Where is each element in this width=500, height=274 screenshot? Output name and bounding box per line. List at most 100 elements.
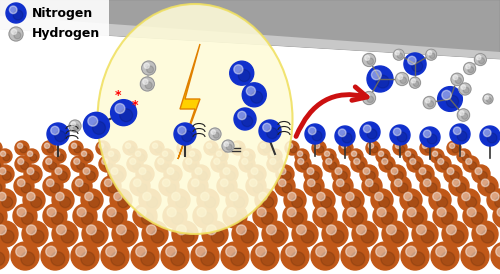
Circle shape <box>255 189 277 211</box>
Circle shape <box>346 192 354 201</box>
Circle shape <box>262 212 274 224</box>
Circle shape <box>338 171 347 180</box>
Circle shape <box>257 208 266 217</box>
Circle shape <box>456 78 462 84</box>
Circle shape <box>285 141 299 155</box>
Circle shape <box>266 128 278 139</box>
Circle shape <box>268 149 282 163</box>
Circle shape <box>72 143 76 149</box>
Circle shape <box>180 143 184 149</box>
Circle shape <box>200 192 209 201</box>
Circle shape <box>155 156 171 172</box>
Circle shape <box>316 192 325 201</box>
Circle shape <box>166 246 176 257</box>
Circle shape <box>408 154 415 161</box>
Circle shape <box>377 208 386 217</box>
Circle shape <box>204 141 218 155</box>
Circle shape <box>101 242 129 270</box>
Circle shape <box>150 141 164 155</box>
Circle shape <box>372 70 382 80</box>
Circle shape <box>416 225 426 235</box>
Circle shape <box>437 208 446 217</box>
Circle shape <box>471 252 485 266</box>
Circle shape <box>195 168 202 175</box>
Circle shape <box>401 242 429 270</box>
Circle shape <box>224 183 234 193</box>
Circle shape <box>352 151 356 156</box>
Text: Hydrogen: Hydrogen <box>32 27 100 41</box>
Circle shape <box>296 225 306 235</box>
Circle shape <box>2 197 13 208</box>
Circle shape <box>0 183 2 193</box>
Circle shape <box>123 141 137 155</box>
Circle shape <box>242 158 248 164</box>
Circle shape <box>426 49 436 60</box>
Circle shape <box>292 212 304 224</box>
Circle shape <box>238 70 250 82</box>
Circle shape <box>206 143 212 149</box>
Circle shape <box>301 230 314 243</box>
Circle shape <box>326 158 332 164</box>
Circle shape <box>234 197 244 208</box>
Circle shape <box>151 230 164 243</box>
Circle shape <box>311 183 321 193</box>
Circle shape <box>142 171 152 180</box>
Circle shape <box>260 143 266 149</box>
Circle shape <box>160 162 168 170</box>
Circle shape <box>336 179 344 187</box>
Circle shape <box>112 212 124 224</box>
Circle shape <box>290 146 297 153</box>
Circle shape <box>190 151 194 156</box>
Circle shape <box>2 171 12 180</box>
Circle shape <box>258 192 267 201</box>
Circle shape <box>298 158 304 164</box>
FancyArrowPatch shape <box>296 87 367 136</box>
Circle shape <box>18 158 24 164</box>
Circle shape <box>449 176 469 196</box>
Circle shape <box>44 143 50 149</box>
Circle shape <box>86 171 96 180</box>
Circle shape <box>378 151 384 156</box>
Circle shape <box>101 176 121 196</box>
Circle shape <box>435 154 442 161</box>
Circle shape <box>238 111 246 120</box>
Circle shape <box>442 221 468 247</box>
Circle shape <box>248 165 266 183</box>
Circle shape <box>367 129 377 139</box>
Circle shape <box>253 183 263 193</box>
Circle shape <box>463 204 487 228</box>
Circle shape <box>211 156 227 172</box>
Circle shape <box>447 168 454 175</box>
Circle shape <box>463 87 469 93</box>
Circle shape <box>444 165 462 183</box>
Circle shape <box>312 131 322 141</box>
Circle shape <box>139 168 146 175</box>
Circle shape <box>99 156 115 172</box>
Circle shape <box>71 156 87 172</box>
Circle shape <box>457 149 471 163</box>
Circle shape <box>46 158 52 164</box>
Circle shape <box>204 197 216 208</box>
Circle shape <box>450 143 454 149</box>
Circle shape <box>251 168 258 175</box>
Circle shape <box>71 242 99 270</box>
Circle shape <box>28 151 32 156</box>
Circle shape <box>27 168 34 175</box>
Circle shape <box>416 165 434 183</box>
Circle shape <box>304 165 322 183</box>
Circle shape <box>51 252 65 266</box>
Circle shape <box>466 246 476 257</box>
Circle shape <box>130 158 136 164</box>
Circle shape <box>384 162 392 170</box>
Circle shape <box>160 149 174 163</box>
Circle shape <box>396 73 408 85</box>
Circle shape <box>487 189 500 211</box>
Circle shape <box>174 123 196 145</box>
Circle shape <box>192 154 199 161</box>
Circle shape <box>231 141 245 155</box>
Circle shape <box>197 189 219 211</box>
Circle shape <box>88 116 98 126</box>
Circle shape <box>250 91 262 103</box>
Circle shape <box>140 77 154 91</box>
Circle shape <box>422 171 432 180</box>
